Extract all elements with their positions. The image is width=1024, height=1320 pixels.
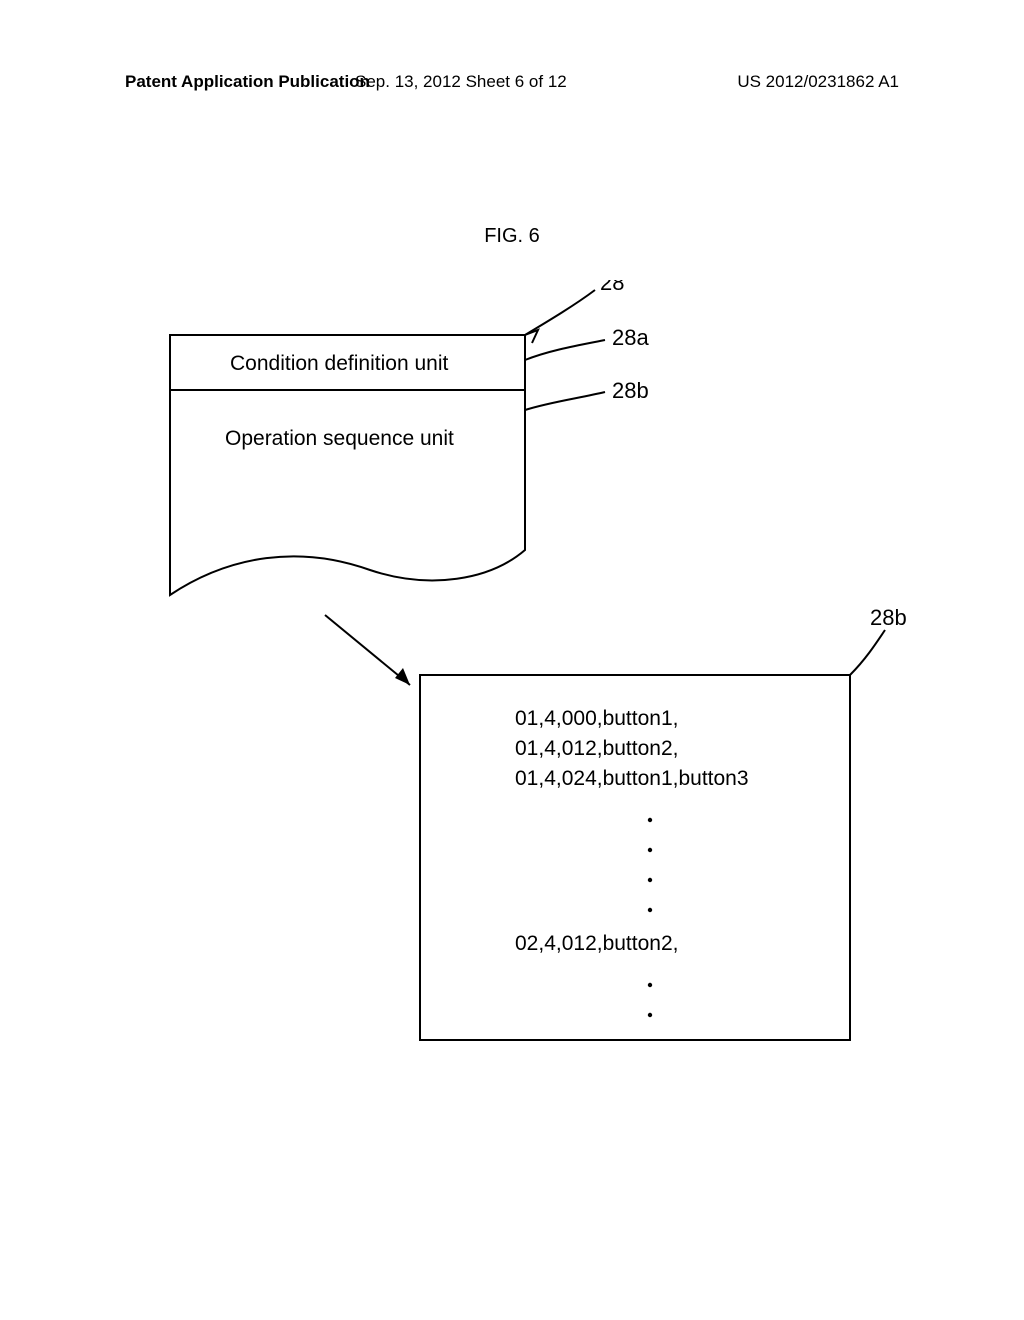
leader-28-arrow [525,330,538,343]
figure-label: FIG. 6 [484,225,540,248]
arrow-to-detail-head [395,668,410,685]
dot [648,1013,652,1017]
header-middle: Sep. 13, 2012 Sheet 6 of 12 [355,72,567,92]
leader-28b-1 [525,392,605,410]
leader-28b-2 [850,630,885,675]
dot [648,848,652,852]
seq-line-3: 01,4,024,button1,button3 [515,767,749,790]
arrow-to-detail [325,615,410,685]
header-right: US 2012/0231862 A1 [737,72,899,92]
ref-28b-1: 28b [612,378,649,403]
ref-28a: 28a [612,325,649,350]
header-left: Patent Application Publication [125,72,370,91]
leader-28 [525,290,595,335]
condition-definition-label: Condition definition unit [230,352,448,375]
seq-line-1: 01,4,000,button1, [515,707,678,730]
diagram-svg: Condition definition unit Operation sequ… [120,280,920,1060]
seq-line-last: 02,4,012,button2, [515,932,678,955]
operation-sequence-label: Operation sequence unit [225,427,454,450]
dot [648,983,652,987]
ref-28: 28 [600,280,624,295]
dot [648,878,652,882]
dot [648,818,652,822]
ref-28b-2: 28b [870,605,907,630]
page-header: Patent Application Publication Sep. 13, … [0,72,1024,92]
diagram: Condition definition unit Operation sequ… [120,280,920,1040]
leader-28a [525,340,605,360]
dot [648,908,652,912]
seq-line-2: 01,4,012,button2, [515,737,678,760]
